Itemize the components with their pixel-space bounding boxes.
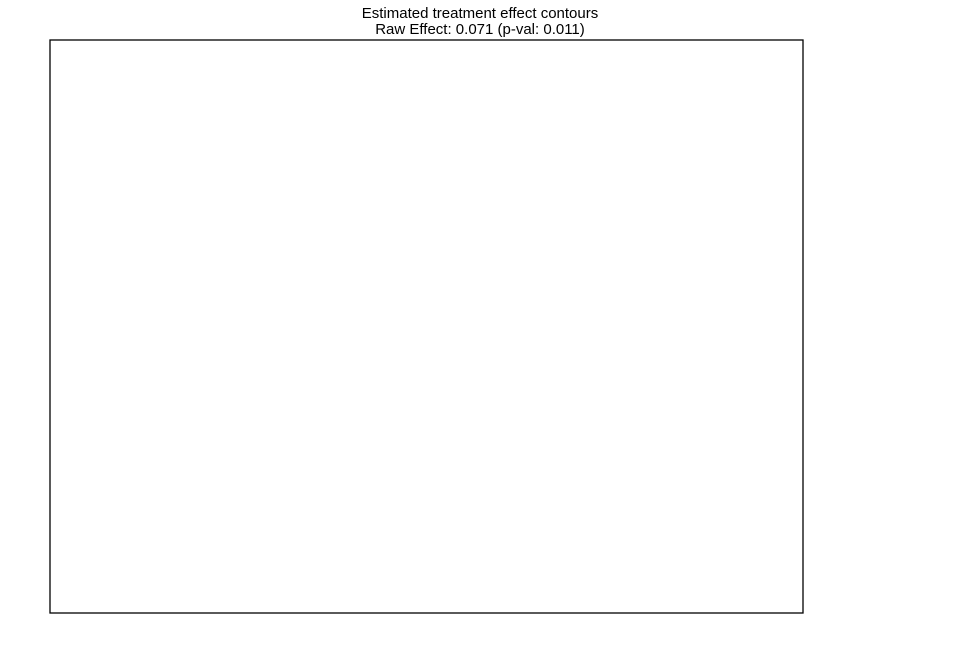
- svg-text:Raw Effect: 0.071 (p-val: 0.01: Raw Effect: 0.071 (p-val: 0.011): [375, 21, 585, 38]
- svg-text:Estimated treatment effect con: Estimated treatment effect contours: [362, 5, 599, 22]
